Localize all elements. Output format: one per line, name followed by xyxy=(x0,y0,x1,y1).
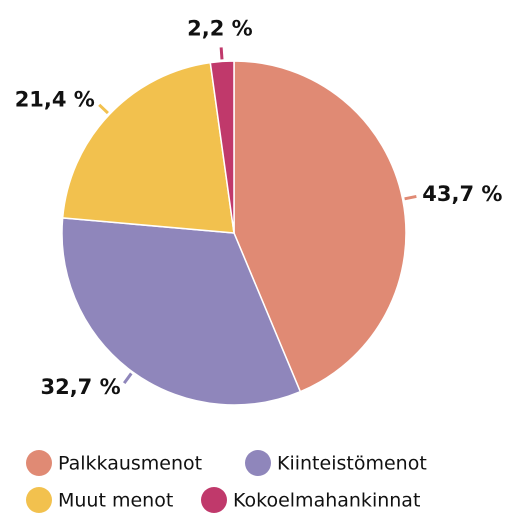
value-label: 2,2 % xyxy=(187,16,253,40)
pie-slice xyxy=(233,60,407,393)
legend-label: Muut menot xyxy=(58,490,173,512)
legend-label: Kokoelmahankinnat xyxy=(233,490,420,512)
pie-slice xyxy=(61,217,302,406)
pie-slice xyxy=(209,60,235,234)
pie-slice xyxy=(61,61,235,234)
legend-swatch xyxy=(26,450,52,476)
legend-label: Palkkausmenot xyxy=(58,453,202,475)
value-label: 21,4 % xyxy=(15,88,95,112)
legend-swatch xyxy=(201,487,227,513)
legend-swatch xyxy=(26,487,52,513)
leader-line xyxy=(122,372,133,385)
value-label: 32,7 % xyxy=(40,375,120,399)
legend-label: Kiinteistömenot xyxy=(277,453,427,475)
leader-line xyxy=(219,47,224,60)
leader-line xyxy=(98,103,109,115)
leader-line xyxy=(404,194,417,201)
legend-swatch xyxy=(245,450,271,476)
value-label: 43,7 % xyxy=(422,182,502,206)
